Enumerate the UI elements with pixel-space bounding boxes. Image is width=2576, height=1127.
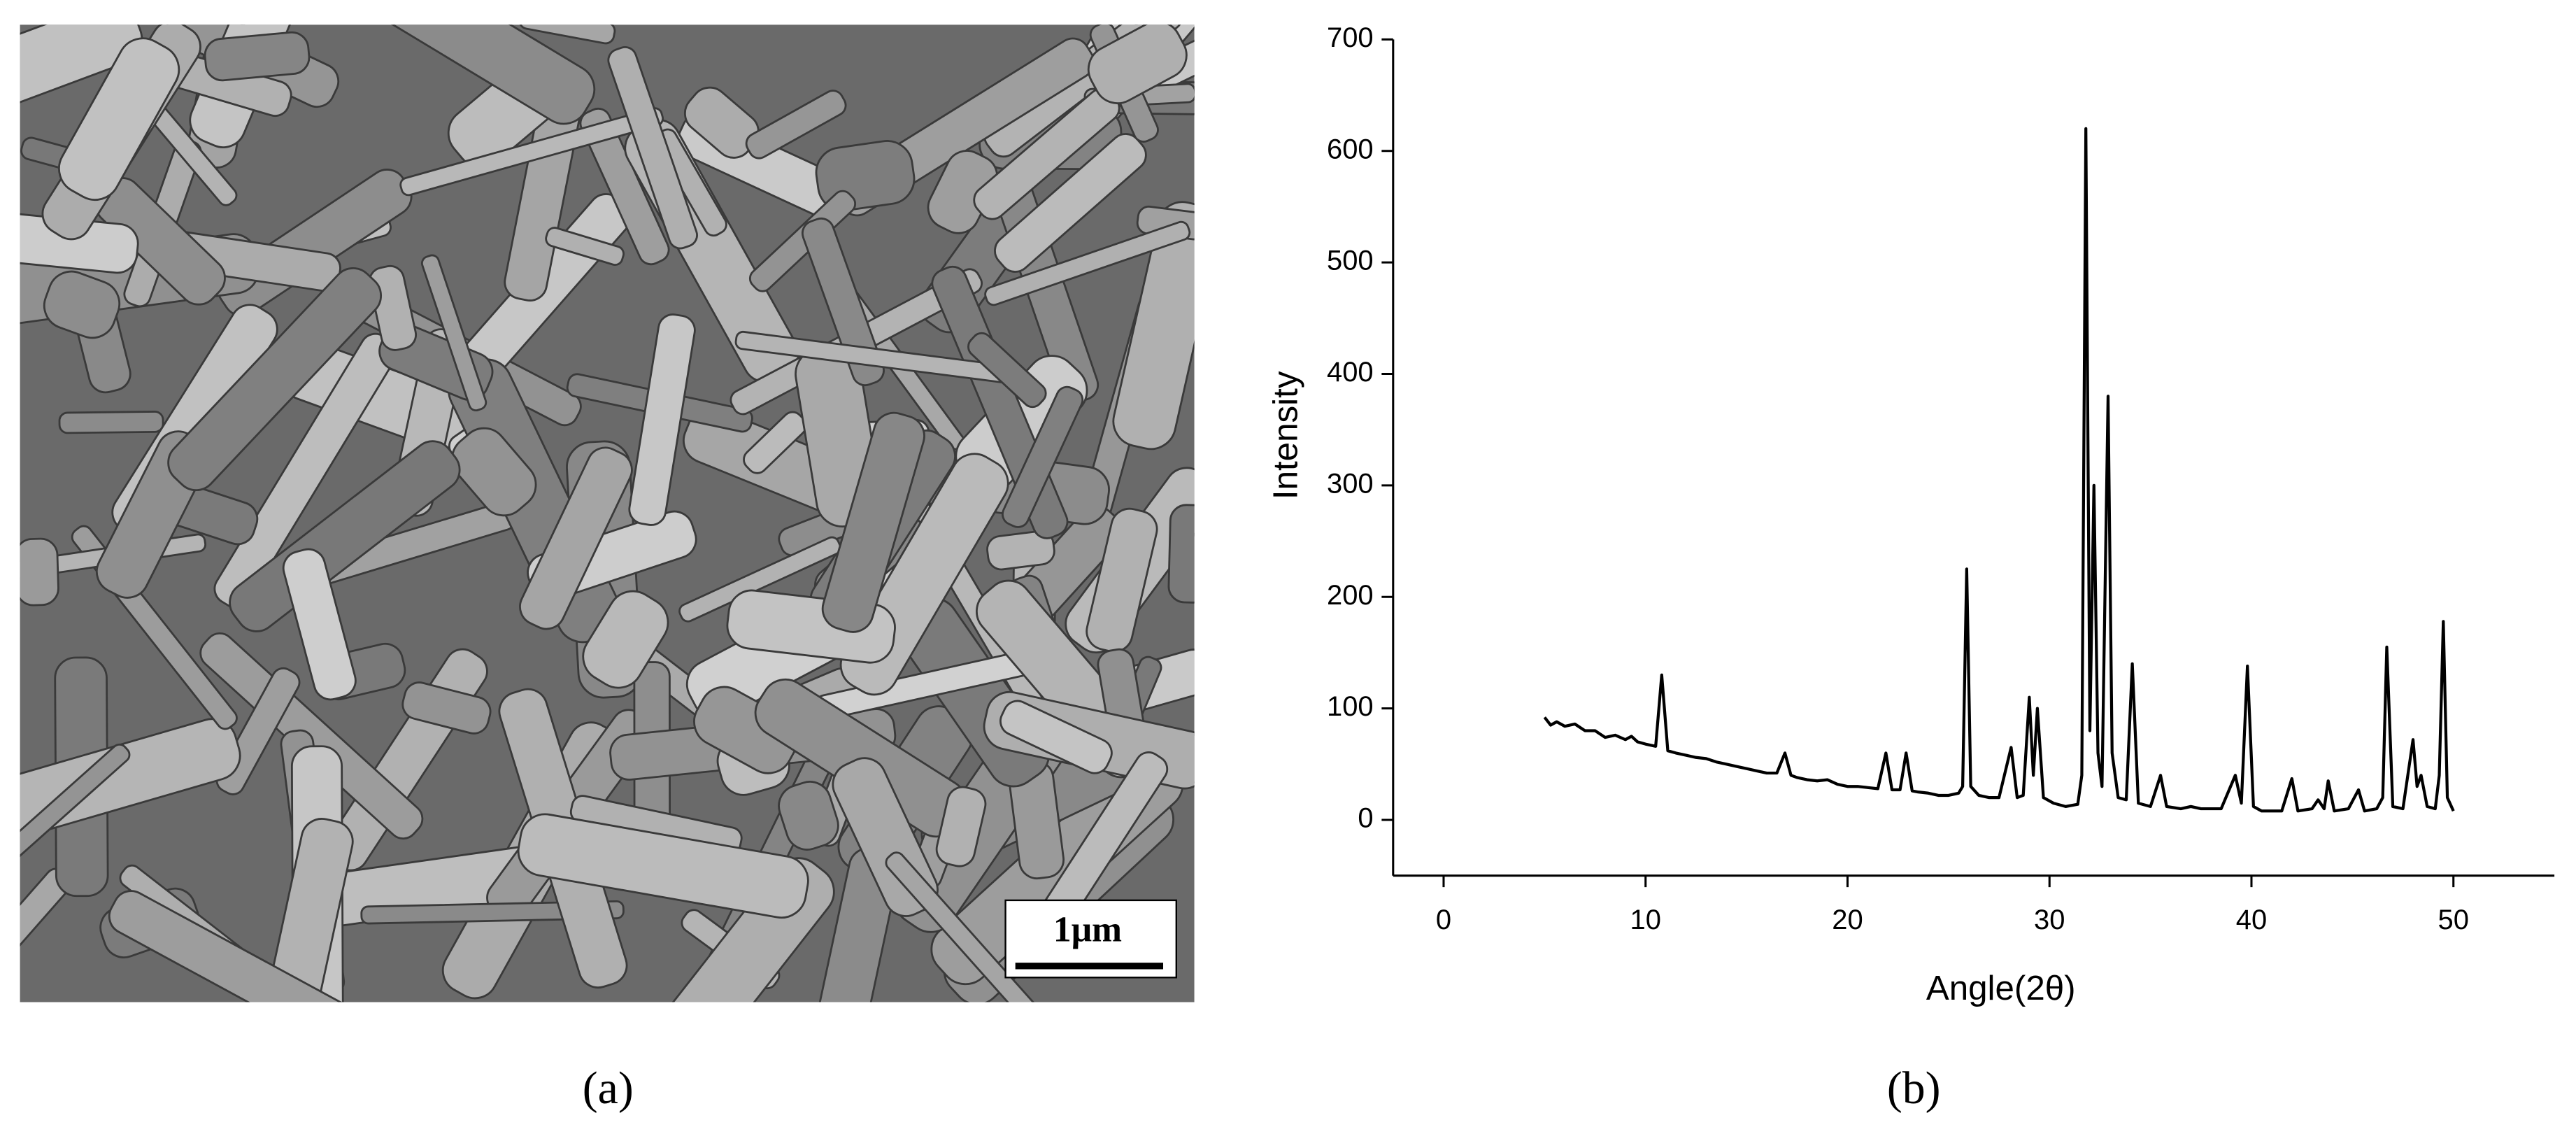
crystal-rod	[378, 24, 596, 125]
crystal-rod	[247, 818, 354, 1002]
crystal-rod	[967, 332, 1047, 409]
crystal-rod	[821, 411, 925, 633]
crystal-rod	[984, 220, 1191, 306]
crystal-rod	[678, 536, 841, 623]
crystal-rod	[545, 227, 625, 266]
crystal-rod	[1167, 504, 1195, 604]
crystal-rod	[607, 45, 698, 250]
crystal-rod	[420, 254, 488, 412]
crystal-rod	[801, 217, 885, 387]
crystal-rod	[282, 548, 357, 701]
crystal-rod	[43, 270, 121, 339]
crystal-rod	[885, 851, 1083, 1002]
x-tick-label: 0	[1436, 905, 1451, 935]
x-tick-label: 10	[1630, 905, 1661, 935]
chart: Angle(2θ) Intensity 01002003004005006007…	[1267, 22, 2555, 1007]
x-tick-label: 50	[2438, 905, 2469, 935]
crystal-rod	[58, 37, 180, 201]
scale-bar-label: 1μm	[1053, 910, 1122, 950]
crystal-rod	[451, 427, 537, 517]
crystal-rod	[20, 537, 59, 607]
crystal-rod	[579, 107, 670, 266]
x-tick-label: 30	[2034, 905, 2065, 935]
crystal-rod	[1086, 507, 1158, 653]
crystal-rod	[167, 267, 383, 492]
crystal-rod	[368, 264, 417, 351]
y-tick-label: 0	[1358, 803, 1373, 834]
crystal-rod	[1112, 201, 1195, 451]
x-tick-label: 20	[1832, 905, 1863, 935]
crystal-rod	[399, 107, 664, 197]
panel-caption: (b)	[1887, 1063, 1941, 1114]
crystal-rod	[628, 313, 696, 526]
crystal-rod	[582, 590, 669, 689]
crystal-rod	[1002, 385, 1084, 528]
sem-image	[20, 24, 1195, 1002]
crystal-rod	[518, 24, 616, 45]
x-tick-label: 40	[2236, 905, 2267, 935]
crystal-rod	[935, 786, 987, 867]
crystal-rod	[20, 743, 131, 940]
crystal-rod	[778, 781, 839, 851]
y-tick-label: 500	[1327, 246, 1374, 276]
y-tick-label: 200	[1327, 580, 1374, 611]
crystal-rod	[517, 813, 809, 919]
panel-caption: (a)	[583, 1063, 634, 1114]
crystal-rod	[994, 133, 1147, 273]
crystal-rod	[745, 90, 847, 160]
crystal-rod	[999, 700, 1113, 774]
y-axis-label: Intensity	[1267, 371, 1305, 499]
crystal-rod	[204, 31, 311, 82]
crystal-rod	[58, 411, 164, 434]
y-tick-label: 400	[1327, 357, 1374, 388]
crystal-rod	[986, 530, 1055, 571]
data-line	[1543, 127, 2455, 813]
y-tick-label: 700	[1327, 22, 1374, 53]
crystal-rod	[108, 890, 369, 1002]
crystal-rod	[1087, 24, 1188, 104]
y-tick-label: 600	[1327, 134, 1374, 164]
x-axis-label: Angle(2θ)	[1926, 969, 2076, 1007]
y-tick-label: 100	[1327, 691, 1374, 722]
y-tick-label: 300	[1327, 468, 1374, 499]
crystal-rod	[519, 446, 633, 630]
crystal-rod	[401, 681, 492, 735]
crystal-rod	[20, 24, 143, 131]
